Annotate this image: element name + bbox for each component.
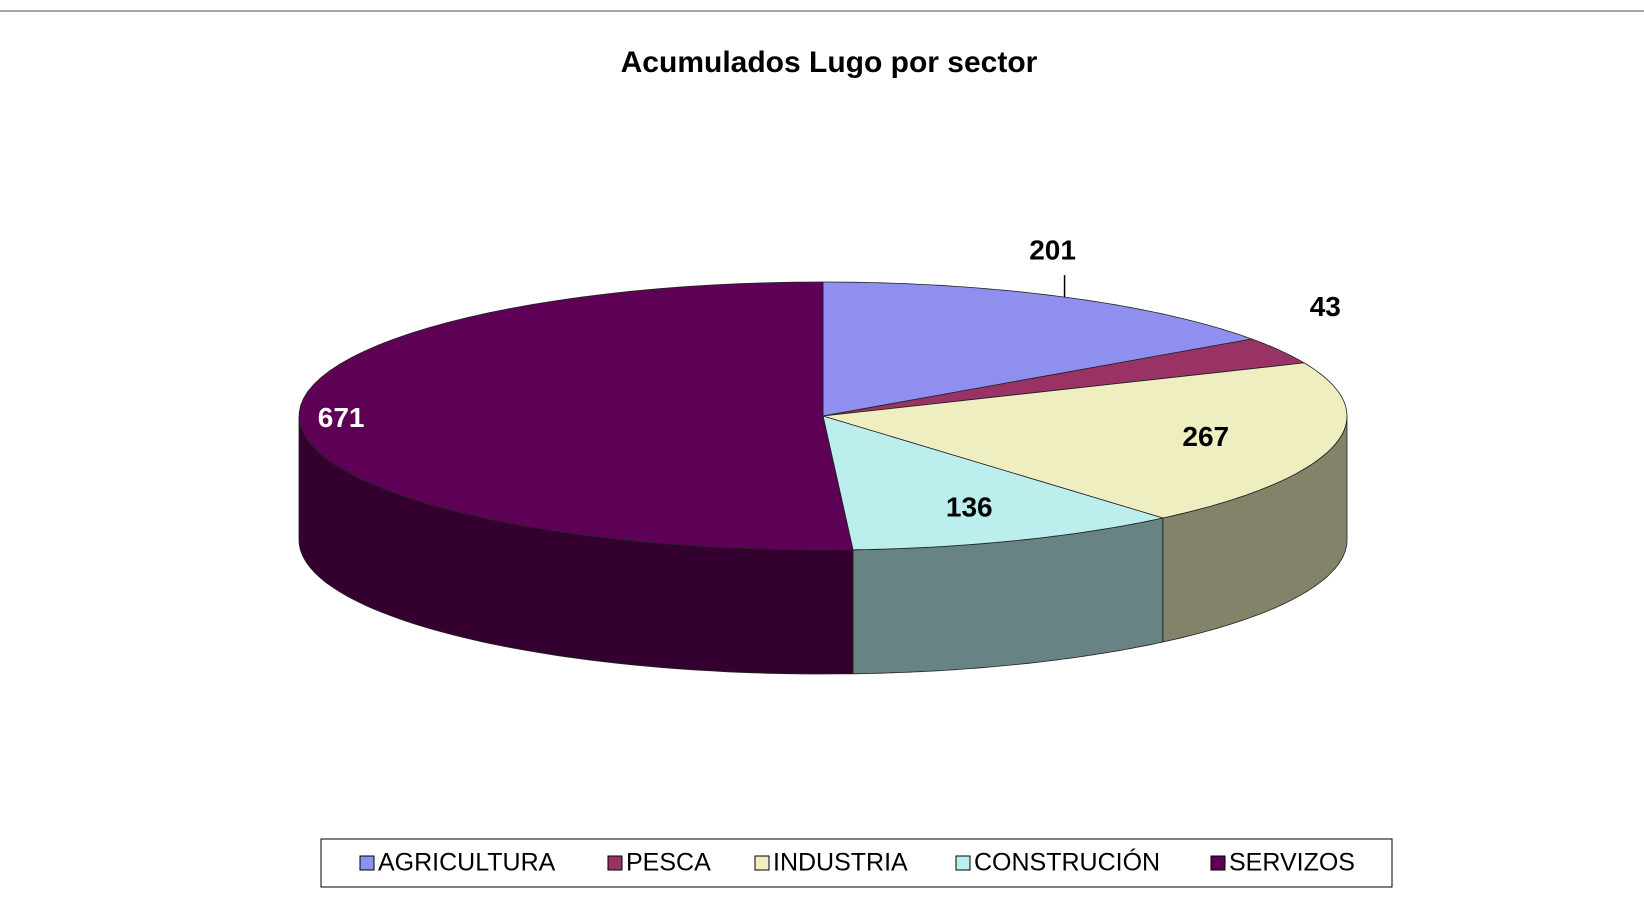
slice-top	[298, 281, 854, 551]
slice-top	[822, 281, 1254, 417]
slice-top	[822, 362, 1348, 519]
data-label: 136	[946, 492, 993, 523]
legend-label: PESCA	[626, 849, 711, 877]
data-label: 43	[1310, 291, 1341, 322]
chart-title: Acumulados Lugo por sector	[621, 46, 1038, 79]
legend-swatch	[955, 855, 971, 871]
legend-label: CONSTRUCIÓN	[974, 848, 1160, 877]
data-label: 267	[1182, 421, 1229, 452]
legend-label: AGRICULTURA	[378, 849, 556, 877]
legend-label: INDUSTRIA	[773, 849, 908, 877]
data-label: 671	[318, 402, 365, 433]
legend-label: SERVIZOS	[1229, 849, 1355, 877]
legend-swatch	[1210, 855, 1226, 871]
legend-swatch	[359, 855, 375, 871]
legend-swatch	[607, 855, 623, 871]
data-label: 201	[1029, 234, 1076, 265]
legend-swatch	[754, 855, 770, 871]
slice-top	[822, 415, 1163, 551]
slice-top	[822, 338, 1306, 417]
